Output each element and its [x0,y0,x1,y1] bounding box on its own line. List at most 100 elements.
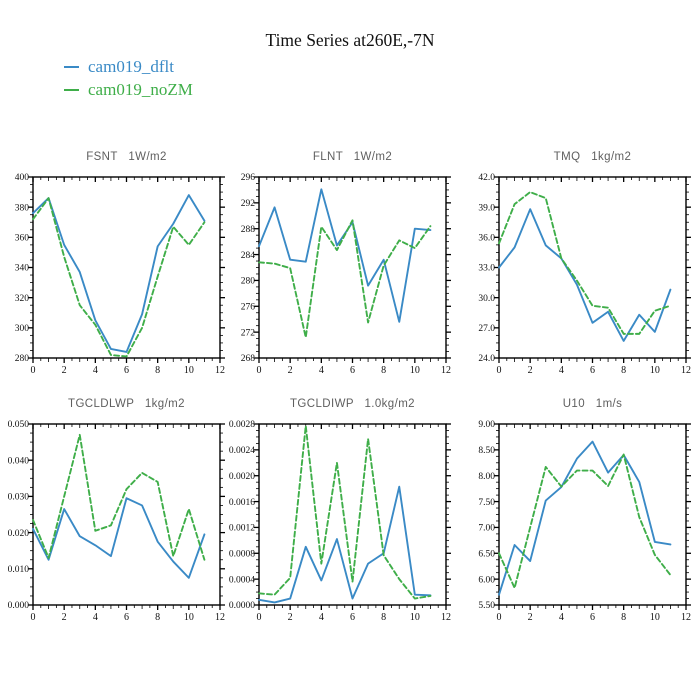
svg-text:2: 2 [288,365,293,376]
svg-text:8: 8 [155,612,160,623]
svg-text:2: 2 [288,612,293,623]
svg-text:8: 8 [621,612,626,623]
subplot-tgcldiwp: TGCLDIWP 1.0kg/m2 0.0000 0.0004 0.0008 0.00… [227,398,461,628]
svg-text:0: 0 [31,365,36,376]
svg-text:6: 6 [124,365,129,376]
legend-line-sample-blue [64,65,79,68]
svg-text:8: 8 [381,612,386,623]
svg-text:8: 8 [155,365,160,376]
svg-text:0.0012: 0.0012 [229,524,255,534]
svg-text:280: 280 [15,354,30,364]
svg-text:27.0: 27.0 [478,324,495,334]
svg-text:340: 340 [15,264,30,274]
subplot-title-u10: U10 1m/s [562,398,623,410]
svg-text:0.050: 0.050 [8,420,30,430]
svg-text:24.0: 24.0 [478,354,495,364]
svg-text:0.0028: 0.0028 [229,420,255,430]
svg-text:0: 0 [497,612,502,623]
svg-text:0.020: 0.020 [8,529,30,539]
svg-text:6: 6 [590,365,595,376]
svg-text:360: 360 [15,234,30,244]
svg-text:0.000: 0.000 [8,601,30,611]
svg-text:8.00: 8.00 [478,472,495,482]
svg-text:0.0008: 0.0008 [229,549,255,559]
svg-text:320: 320 [15,294,30,304]
svg-text:2: 2 [62,612,67,623]
svg-text:39.0: 39.0 [478,203,495,213]
subplot-tgcldlwp: TGCLDLWP 1kg/m2 0.000 0.010 0.020 0.030 0.04… [1,398,235,628]
legend-line-sample-green [64,88,79,91]
tgcldlwp-chart: 0.000 0.010 0.020 0.030 0.040 0.050 0 2 4 6 8 10 12 [8,420,225,623]
subplot-title-fsnt: FSNT 1W/m2 [86,151,167,163]
svg-text:2: 2 [528,612,533,623]
svg-text:0: 0 [497,365,502,376]
svg-text:10: 10 [650,365,660,376]
svg-text:12: 12 [441,365,451,376]
subplot-fsnt: FSNT 1W/m2 280 300 320 340 360 380 400 0 2 4 6 8 10 1… [1,151,235,381]
svg-text:4: 4 [559,365,564,376]
svg-text:33.0: 33.0 [478,264,495,274]
svg-text:0: 0 [257,612,262,623]
svg-text:8: 8 [381,365,386,376]
svg-text:7.50: 7.50 [478,498,495,508]
svg-text:4: 4 [319,612,324,623]
svg-text:400: 400 [15,173,30,183]
u10-chart: 5.50 6.00 6.50 7.00 7.50 8.00 8.50 9.00 0 2 4 6 8 10 1… [478,420,691,623]
svg-text:42.0: 42.0 [478,173,495,183]
subplot-title-tgcldiwp: TGCLDIWP 1.0kg/m2 [290,398,415,410]
flnt-chart: 268 272 276 280 284 288 292 296 0 2 4 6 8 10 12 [241,173,451,376]
svg-text:0.0024: 0.0024 [229,446,255,456]
svg-text:8.50: 8.50 [478,446,495,456]
legend: cam019_dflt cam019_noZM [64,55,193,101]
subplot-u10: U10 1m/s 5.50 6.00 6.50 7.00 7.50 8.00 8.50 9.0… [467,398,700,628]
subplot-tmq: TMQ 1kg/m2 24.0 27.0 30.0 33.0 36.0 39.0 42.0 0… [467,151,700,381]
svg-text:6: 6 [350,612,355,623]
svg-text:4: 4 [93,365,98,376]
svg-text:0.030: 0.030 [8,493,30,503]
svg-text:6: 6 [350,365,355,376]
svg-text:6.50: 6.50 [478,549,495,559]
figure-title: Time Series at260E,-7N [265,30,435,50]
svg-text:0.010: 0.010 [8,565,30,575]
svg-text:36.0: 36.0 [478,234,495,244]
svg-text:0.040: 0.040 [8,456,30,466]
svg-text:300: 300 [15,324,30,334]
legend-item-dflt: cam019_dflt [64,55,193,78]
subplot-title-tmq: TMQ 1kg/m2 [553,151,632,163]
svg-text:380: 380 [15,203,30,213]
svg-text:30.0: 30.0 [478,294,495,304]
svg-text:2: 2 [62,365,67,376]
svg-text:10: 10 [184,612,194,623]
svg-text:6: 6 [590,612,595,623]
svg-text:10: 10 [410,612,420,623]
svg-text:10: 10 [410,365,420,376]
svg-text:292: 292 [241,199,256,209]
svg-text:4: 4 [319,365,324,376]
svg-text:6.00: 6.00 [478,575,495,585]
svg-text:10: 10 [650,612,660,623]
svg-text:0.0016: 0.0016 [229,498,255,508]
svg-text:12: 12 [681,612,691,623]
svg-text:12: 12 [681,365,691,376]
svg-text:6: 6 [124,612,129,623]
svg-text:0.0020: 0.0020 [229,472,255,482]
legend-item-nozm: cam019_noZM [64,78,193,101]
svg-text:268: 268 [241,354,256,364]
svg-text:288: 288 [241,225,256,235]
svg-text:280: 280 [241,277,256,287]
svg-text:0.0004: 0.0004 [229,575,255,585]
svg-text:0: 0 [257,365,262,376]
svg-text:5.50: 5.50 [478,601,495,611]
svg-text:8: 8 [621,365,626,376]
subplot-title-tgcldlwp: TGCLDLWP 1kg/m2 [68,398,185,410]
svg-text:10: 10 [184,365,194,376]
svg-text:276: 276 [241,302,256,312]
svg-text:284: 284 [241,251,256,261]
svg-text:296: 296 [241,173,256,183]
svg-text:4: 4 [93,612,98,623]
subplot-flnt: FLNT 1W/m2 268 272 276 280 284 288 292 296 0 2 4 6 8… [227,151,461,381]
svg-text:7.00: 7.00 [478,524,495,534]
svg-text:2: 2 [528,365,533,376]
svg-text:0.0000: 0.0000 [229,601,255,611]
